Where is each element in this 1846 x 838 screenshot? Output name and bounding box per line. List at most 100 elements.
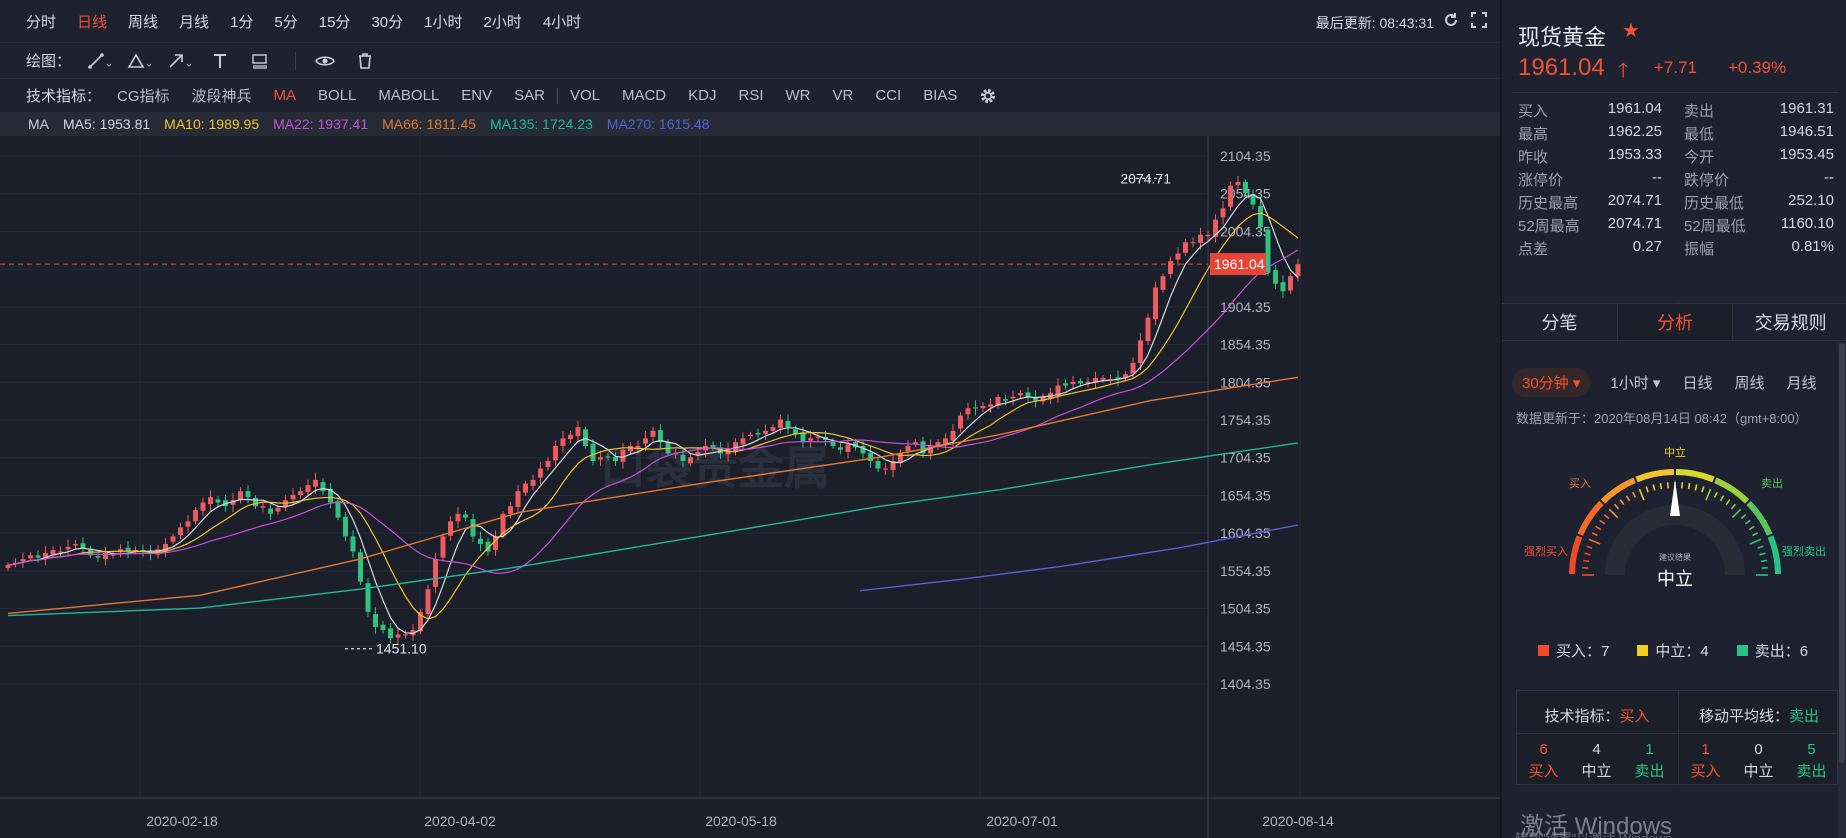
candle — [238, 487, 243, 504]
indicator-macd[interactable]: MACD — [621, 87, 667, 104]
subtab-monthly[interactable]: 月线 — [1786, 374, 1817, 392]
indicator-toolbar: 技术指标： CG指标 波段神兵 MA BOLL MABOLL ENV SAR V… — [0, 78, 1500, 112]
candle — [1235, 176, 1241, 191]
candle — [583, 426, 588, 449]
candle-body — [418, 611, 423, 632]
indicator-vol[interactable]: VOL — [569, 87, 600, 104]
tab-analysis[interactable]: 分析 — [1617, 304, 1734, 340]
candle-body — [830, 440, 836, 446]
candle-body — [920, 441, 926, 454]
period-tab-6[interactable]: 15分 — [318, 13, 351, 31]
candle-body — [1228, 185, 1233, 207]
candle — [1093, 371, 1098, 389]
gauge-segment — [1767, 535, 1781, 575]
gauge-tick — [1748, 525, 1755, 531]
period-tab-0[interactable]: 分时 — [26, 13, 57, 31]
candle — [598, 450, 603, 466]
ma135-value: MA135: 1724.23 — [490, 116, 593, 132]
candle — [485, 537, 491, 556]
candle — [620, 442, 626, 469]
period-tab-5[interactable]: 5分 — [274, 13, 298, 31]
indicator-bias[interactable]: BIAS — [923, 87, 958, 104]
refresh-icon[interactable] — [1442, 11, 1460, 29]
last-price: 1961.04 — [1518, 54, 1605, 81]
quote-key: 昨收 — [1518, 149, 1549, 166]
candle — [748, 431, 753, 439]
candle-body — [905, 445, 911, 452]
indicator-rsi[interactable]: RSI — [738, 87, 764, 104]
label-tool-icon[interactable] — [243, 50, 277, 72]
chart-watermark: 口袋贵金属 — [600, 442, 830, 494]
subtab-weekly[interactable]: 周线 — [1734, 374, 1765, 392]
ma-buy-count-label: 买入 — [1690, 763, 1721, 780]
indicator-wr[interactable]: WR — [785, 87, 811, 104]
candle — [193, 506, 198, 525]
panel-tabs: 分笔 分析 交易规则 — [1502, 303, 1846, 341]
line-segment-tool-icon[interactable] — [83, 50, 117, 72]
gauge-tick — [1595, 525, 1602, 531]
indicator-bdsb[interactable]: 波段神兵 — [191, 88, 252, 105]
indicator-ma[interactable]: MA — [273, 87, 297, 104]
period-tab-4[interactable]: 1分 — [230, 13, 254, 31]
tab-ticks[interactable]: 分笔 — [1502, 304, 1618, 340]
candle-body — [230, 500, 236, 505]
gauge-tick — [1687, 483, 1691, 490]
period-tab-9[interactable]: 2小时 — [483, 13, 522, 31]
eye-icon[interactable] — [308, 50, 342, 72]
period-tab-10[interactable]: 4小时 — [542, 13, 582, 31]
candle — [965, 402, 971, 420]
scrollbar-thumb[interactable] — [1839, 343, 1845, 763]
candle-body — [275, 507, 281, 512]
fullscreen-icon[interactable] — [1470, 11, 1488, 29]
indicator-maboll[interactable]: MABOLL — [378, 87, 440, 104]
quote-key: 历史最高 — [1518, 195, 1579, 212]
quote-row: 点差 0.27 振幅 0.81% — [1518, 238, 1834, 265]
candle — [328, 483, 333, 509]
quote-value: 1961.31 — [1779, 100, 1834, 117]
candle — [305, 479, 311, 498]
candle-body — [800, 432, 806, 443]
candle-body — [508, 506, 513, 514]
candle — [1138, 333, 1143, 371]
panel-scrollbar[interactable] — [1838, 343, 1846, 838]
candlestick-chart[interactable]: 2104.352054.352004.351954.351904.351854.… — [0, 136, 1500, 838]
indicator-sar[interactable]: SAR — [514, 87, 545, 104]
indicator-cci[interactable]: CCI — [875, 87, 902, 104]
tab-trading-rules[interactable]: 交易规则 — [1754, 313, 1827, 333]
period-tab-3[interactable]: 月线 — [179, 13, 210, 31]
gear-icon[interactable] — [979, 87, 997, 105]
trash-icon[interactable] — [348, 50, 382, 72]
favorite-star-icon[interactable]: ★ — [1622, 20, 1640, 42]
candle-body — [433, 559, 438, 587]
quote-row: 52周最高 2074.71 52周最低 1160.10 — [1518, 215, 1834, 242]
indicator-cg[interactable]: CG指标 — [117, 88, 170, 105]
candle — [523, 480, 528, 496]
candle-body — [470, 519, 476, 537]
quote-row: 买入 1961.04 卖出 1961.31 — [1518, 100, 1834, 127]
period-tab-8[interactable]: 1小时 — [424, 13, 463, 31]
subtab-daily[interactable]: 日线 — [1682, 374, 1713, 392]
period-tab-7[interactable]: 30分 — [371, 13, 404, 31]
indicator-kdj[interactable]: KDJ — [688, 87, 717, 104]
toolbar-divider — [295, 51, 297, 70]
subtab-1h[interactable]: 1小时 ▾ — [1610, 374, 1661, 392]
indicator-vr[interactable]: VR — [832, 87, 854, 104]
tech-neutral-count-value: 4 — [1592, 741, 1601, 758]
subtab-30min[interactable]: 30分钟 ▾ — [1512, 367, 1591, 397]
candle — [298, 487, 303, 499]
candle-body — [740, 438, 746, 445]
candle-body — [1265, 229, 1271, 273]
candle-body — [770, 427, 776, 431]
candle-body — [350, 536, 356, 552]
quote-value: 1953.33 — [1607, 146, 1662, 163]
triangle-tool-icon[interactable] — [123, 50, 157, 72]
candle-body — [1003, 399, 1008, 401]
quote-row: 历史最高 2074.71 历史最低 252.10 — [1518, 192, 1834, 219]
period-tab-1[interactable]: 日线 — [77, 13, 108, 31]
text-tool-icon[interactable] — [203, 50, 237, 72]
candle-body — [320, 482, 326, 492]
period-tab-2[interactable]: 周线 — [128, 13, 159, 31]
indicator-boll[interactable]: BOLL — [318, 87, 357, 104]
arrow-tool-icon[interactable] — [163, 50, 197, 72]
indicator-env[interactable]: ENV — [461, 87, 493, 104]
